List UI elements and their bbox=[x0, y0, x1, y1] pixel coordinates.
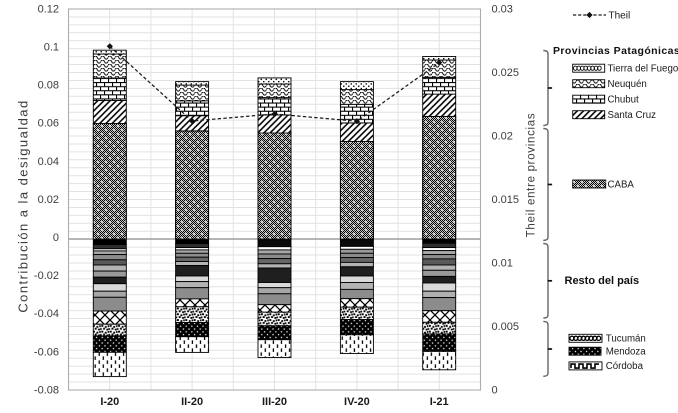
svg-text:IV-20: IV-20 bbox=[344, 396, 370, 408]
svg-text:Chubut: Chubut bbox=[608, 95, 640, 106]
svg-text:0.005: 0.005 bbox=[492, 321, 520, 333]
svg-text:Provincias Patagónicas: Provincias Patagónicas bbox=[553, 45, 678, 57]
svg-text:0.06: 0.06 bbox=[38, 118, 59, 130]
svg-text:II-20: II-20 bbox=[181, 396, 203, 408]
svg-text:0.02: 0.02 bbox=[492, 130, 513, 142]
svg-text:I-20: I-20 bbox=[100, 396, 119, 408]
svg-text:0.015: 0.015 bbox=[492, 194, 520, 206]
svg-text:III-20: III-20 bbox=[262, 396, 287, 408]
svg-text:0.08: 0.08 bbox=[38, 80, 59, 92]
svg-text:-0.08: -0.08 bbox=[34, 384, 59, 396]
svg-text:0.01: 0.01 bbox=[492, 257, 513, 269]
svg-text:Mendoza: Mendoza bbox=[606, 347, 646, 358]
svg-text:Córdoba: Córdoba bbox=[606, 361, 644, 372]
svg-text:0.03: 0.03 bbox=[492, 3, 513, 15]
svg-text:0: 0 bbox=[53, 232, 59, 244]
svg-text:Resto del país: Resto del país bbox=[565, 275, 640, 287]
svg-text:CABA: CABA bbox=[608, 179, 635, 190]
svg-text:0.025: 0.025 bbox=[492, 67, 520, 79]
svg-text:0: 0 bbox=[492, 384, 498, 396]
svg-text:Theil entre provincias: Theil entre provincias bbox=[526, 113, 538, 238]
svg-text:Contribución a la desigualdad: Contribución a la desigualdad bbox=[16, 99, 31, 312]
svg-text:-0.04: -0.04 bbox=[34, 308, 59, 320]
svg-text:Neuquén: Neuquén bbox=[608, 79, 647, 90]
svg-text:-0.02: -0.02 bbox=[34, 270, 59, 282]
svg-text:Tucumán: Tucumán bbox=[606, 334, 646, 345]
svg-text:0.02: 0.02 bbox=[38, 194, 59, 206]
svg-text:Tierra del Fuego: Tierra del Fuego bbox=[608, 64, 678, 75]
svg-text:Theil: Theil bbox=[609, 11, 631, 22]
svg-text:-0.06: -0.06 bbox=[34, 346, 59, 358]
svg-text:0.1: 0.1 bbox=[44, 42, 59, 54]
svg-text:0.12: 0.12 bbox=[38, 3, 59, 15]
svg-text:I-21: I-21 bbox=[430, 396, 449, 408]
svg-text:0.04: 0.04 bbox=[38, 156, 59, 168]
svg-text:Santa Cruz: Santa Cruz bbox=[608, 110, 657, 121]
